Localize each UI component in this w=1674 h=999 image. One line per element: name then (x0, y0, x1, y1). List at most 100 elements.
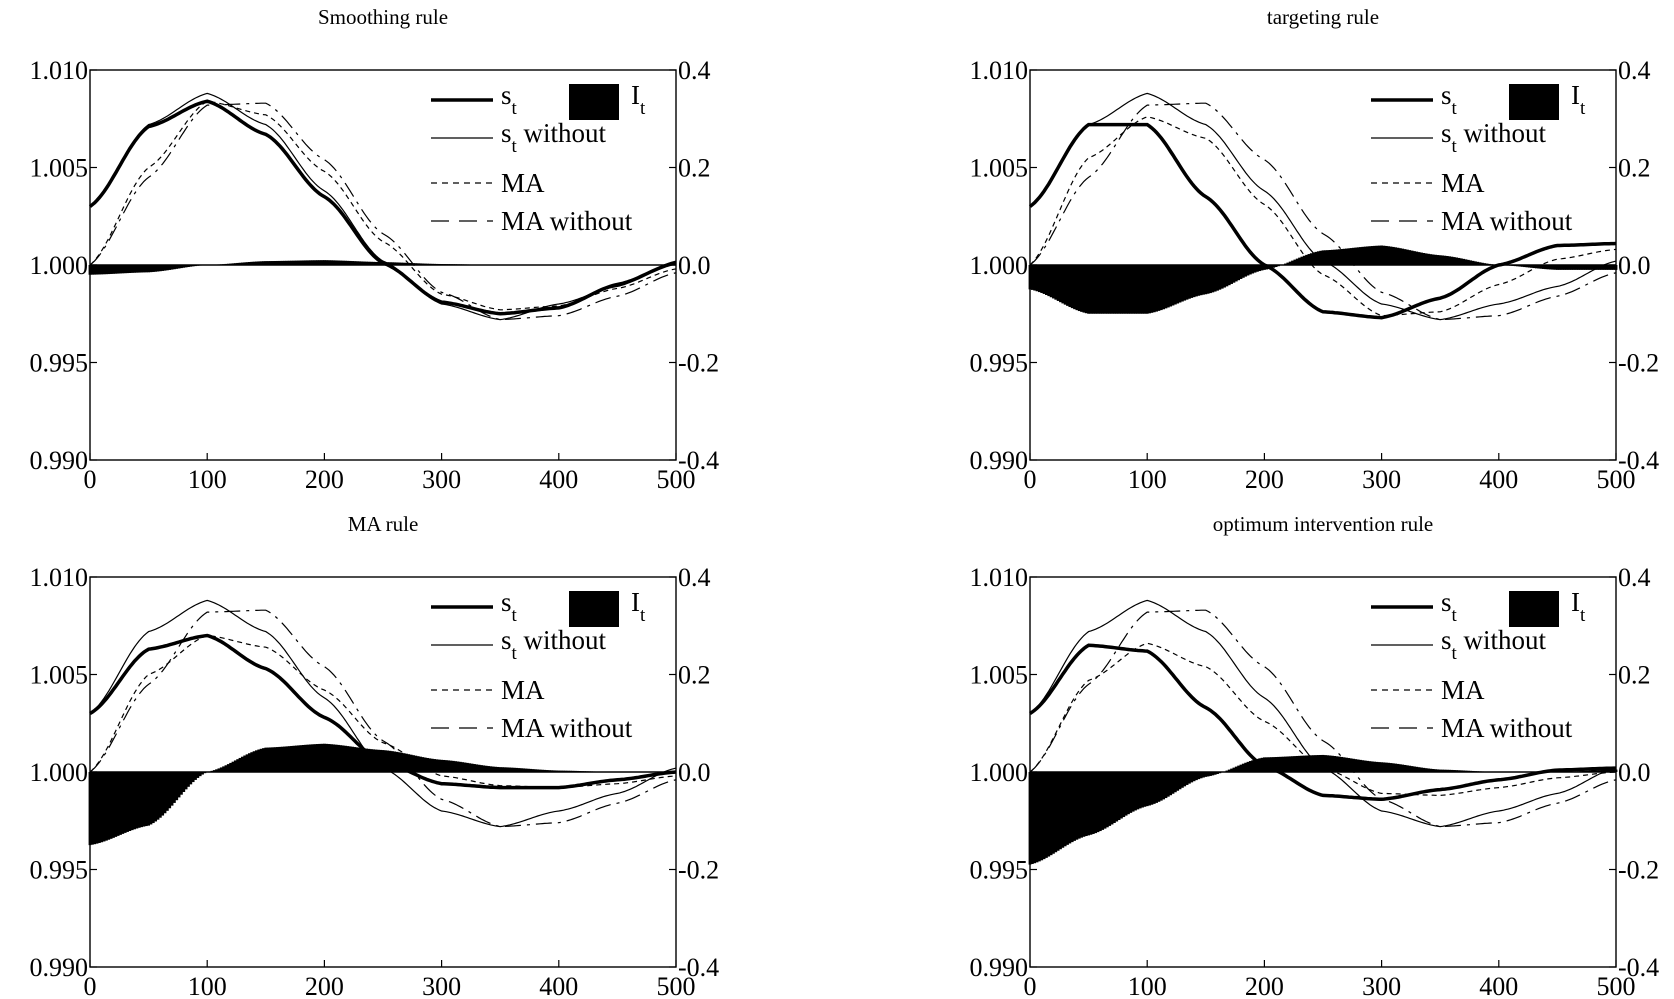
intervention-bar (1342, 248, 1346, 265)
intervention-bar (1143, 772, 1147, 807)
intervention-bar (1035, 772, 1039, 863)
intervention-bar (1565, 265, 1569, 270)
intervention-bar (1563, 265, 1566, 270)
intervention-bar (229, 762, 233, 772)
intervention-bar (440, 759, 443, 772)
intervention-bar (306, 260, 310, 265)
intervention-bar (1302, 755, 1306, 772)
intervention-bar (151, 772, 155, 824)
intervention-bar (1124, 265, 1128, 314)
intervention-bar (130, 265, 134, 273)
intervention-bar (463, 762, 467, 772)
intervention-bar (458, 761, 462, 772)
intervention-bar (1108, 265, 1112, 314)
intervention-bar (315, 744, 319, 772)
intervention-bar (334, 744, 338, 772)
intervention-bar (273, 747, 277, 772)
intervention-bar (412, 755, 415, 772)
intervention-bar (337, 744, 340, 772)
intervention-bar (1338, 249, 1341, 265)
intervention-bar (398, 262, 401, 265)
intervention-bar (1220, 265, 1224, 289)
intervention-bar (1323, 250, 1327, 265)
intervention-bar (1204, 265, 1208, 295)
intervention-bar (360, 261, 364, 265)
legend: st It st without MA MA without (1371, 587, 1586, 743)
intervention-bar (90, 772, 94, 845)
intervention-bar (240, 756, 244, 772)
intervention-bar (1541, 265, 1545, 269)
intervention-bar (1462, 770, 1466, 772)
intervention-bar (1105, 265, 1109, 314)
intervention-bar (1241, 265, 1245, 278)
intervention-bar (1155, 265, 1158, 312)
intervention-bar (142, 772, 146, 827)
series-line-ma-without (1029, 102, 1617, 321)
intervention-bar (395, 262, 399, 265)
intervention-bar (1384, 245, 1388, 265)
intervention-bar (189, 772, 193, 785)
intervention-bar (1556, 265, 1559, 270)
intervention-bar (172, 772, 176, 803)
intervention-bar (529, 768, 533, 772)
intervention-bar (1108, 772, 1112, 826)
intervention-bar (1110, 772, 1114, 825)
intervention-bar (1030, 772, 1034, 864)
intervention-bar (1434, 769, 1437, 772)
intervention-bar (1361, 246, 1365, 265)
intervention-bar (405, 262, 408, 265)
intervention-bar (1098, 772, 1102, 832)
intervention-bar (555, 770, 558, 772)
intervention-bar (1295, 258, 1299, 265)
intervention-bar (320, 743, 324, 772)
intervention-bar (369, 261, 373, 265)
intervention-bar (1227, 265, 1231, 286)
intervention-bar (140, 265, 143, 273)
intervention-bar (1417, 252, 1421, 265)
intervention-bar (402, 262, 406, 265)
intervention-bar (351, 746, 354, 772)
intervention-bar (1258, 265, 1262, 272)
intervention-bar (325, 743, 329, 772)
legend-label-s-t: st (1441, 587, 1458, 626)
intervention-bar (1607, 769, 1611, 772)
intervention-bar (255, 261, 258, 265)
intervention-bar (1595, 770, 1599, 772)
intervention-bar (545, 770, 549, 772)
y-tick-label: 1.005 (30, 154, 89, 183)
intervention-bar (1190, 772, 1194, 783)
intervention-bar (294, 260, 298, 265)
intervention-bar (1056, 265, 1060, 301)
intervention-bar (346, 260, 350, 265)
y-tick-label: 1.000 (30, 758, 89, 787)
intervention-bar (470, 763, 474, 772)
intervention-bar (327, 744, 331, 772)
intervention-bar (1068, 265, 1072, 308)
intervention-bar (1359, 759, 1362, 772)
intervention-bar (388, 750, 392, 772)
intervention-bar (1138, 265, 1142, 314)
intervention-bar (1073, 265, 1076, 310)
intervention-bar (182, 772, 186, 792)
chart-title: Smoothing rule (318, 5, 448, 29)
intervention-bar (212, 770, 216, 772)
intervention-bar (114, 265, 118, 274)
intervention-bar (1199, 772, 1203, 779)
intervention-bar (290, 260, 293, 265)
series-line-ma-without (1029, 609, 1617, 828)
intervention-bar (1457, 770, 1461, 772)
legend-label-ma: MA (1441, 675, 1485, 705)
intervention-bar (135, 265, 139, 273)
x-tick-label: 400 (539, 972, 578, 999)
intervention-bar (123, 772, 127, 833)
x-tick-label: 400 (539, 465, 578, 494)
y2-tick-label: 0.4 (1618, 563, 1651, 592)
intervention-bar (1455, 770, 1459, 772)
intervention-bar (116, 772, 120, 836)
intervention-bar (1270, 757, 1273, 772)
intervention-bar (430, 758, 434, 772)
chart-title: MA rule (348, 512, 419, 536)
intervention-bar (1410, 766, 1414, 772)
intervention-bar (1134, 772, 1137, 811)
x-tick-label: 0 (84, 972, 97, 999)
